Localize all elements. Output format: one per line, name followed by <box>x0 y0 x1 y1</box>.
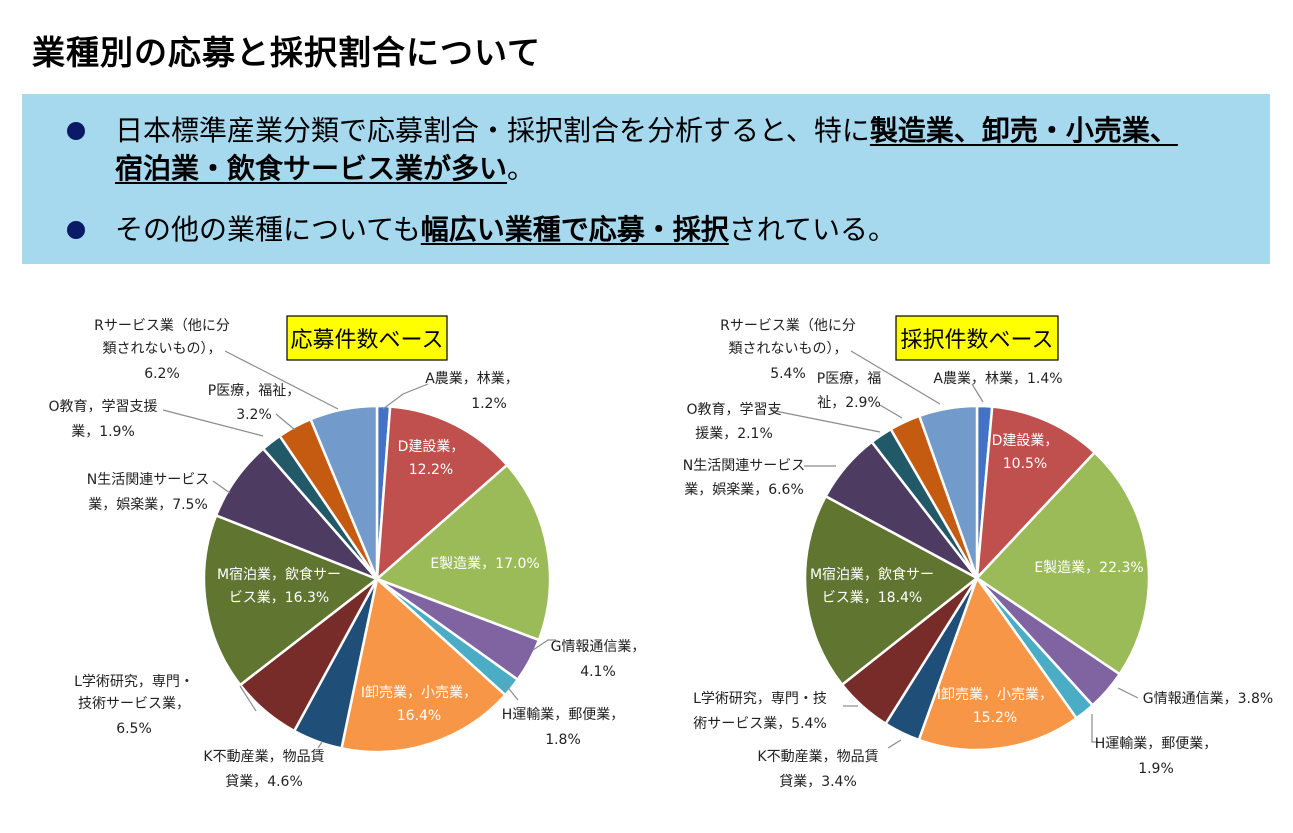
slice-label-H: H運輸業，郵便業， <box>1095 736 1218 752</box>
slice-label-A: 1.2% <box>471 396 507 412</box>
slice-label-A: A農業，林業，1.4% <box>933 371 1062 387</box>
bullet-2-end: されている。 <box>728 213 896 246</box>
pie-slice-M <box>803 494 980 687</box>
leader-line-A <box>382 383 429 410</box>
pie-slice-E <box>374 463 552 642</box>
slice-label-R: Rサービス業（他に分 <box>94 318 230 334</box>
slice-label-L: 6.5% <box>116 721 152 737</box>
pie-slice-R <box>308 404 379 580</box>
bullet-1-emphasis-2: 宿泊業・飲食サービス業が多い <box>115 152 508 185</box>
slice-label-M: M宿泊業，飲食サー <box>217 566 341 583</box>
bullet-2-emphasis: 幅広い業種で応募・採択 <box>420 213 729 246</box>
slice-label-G: 4.1% <box>580 664 616 680</box>
leader-line-G <box>532 639 556 651</box>
page-title: 業種別の応募と採択割合について <box>32 33 542 72</box>
base-label-box <box>286 315 448 361</box>
slice-label-N: N生活関連サービス <box>87 472 209 488</box>
slice-label-L: L学術研究，専門・ <box>74 674 194 690</box>
leader-line-H <box>504 683 519 701</box>
base-label-box <box>895 315 1059 361</box>
slice-label-L: 技術サービス業， <box>78 696 190 712</box>
bullet-2-text: その他の業種についても <box>115 213 421 246</box>
slice-label-P: P医療，福祉， <box>208 382 300 399</box>
slice-label-D: 10.5% <box>1003 456 1047 472</box>
bullet-dot-icon <box>67 221 85 239</box>
slice-label-P: 祉，2.9% <box>817 395 881 411</box>
slice-label-M: ビス業，16.3% <box>229 590 329 606</box>
leader-line-O <box>162 409 264 437</box>
slice-label-D: D建設業， <box>398 439 465 455</box>
leader-line-N <box>212 480 231 494</box>
slice-label-R: 5.4% <box>770 366 806 382</box>
leader-line-K <box>887 739 902 749</box>
pie-chart-2: 採択件数ベース A農業，林業，1.4% D建設業， 10.5% E製造業，22.3% G情… <box>683 315 1273 790</box>
slice-label-D: D建設業， <box>992 433 1059 449</box>
slice-label-M: M宿泊業，飲食サー <box>810 566 934 583</box>
leader-line-K <box>317 741 323 749</box>
leader-line-R <box>850 350 941 405</box>
summary-box: 日本標準産業分類で応募割合・採択割合を分析すると、特に製造業、卸売・小売業、宿泊… <box>22 94 1270 264</box>
slice-label-D: 12.2% <box>409 462 453 478</box>
slice-label-K: 貸業，3.4% <box>779 774 857 790</box>
leader-line-P <box>879 404 903 419</box>
bullet-1-text: 日本標準産業分類で応募割合・採択割合を分析すると、特に <box>115 114 870 147</box>
slice-label-I: I卸売業，小売業， <box>937 687 1053 703</box>
chart-title: 採択件数ベース <box>901 328 1054 353</box>
slice-label-H: H運輸業，郵便業， <box>502 707 625 723</box>
pie-slice-I <box>917 575 1079 752</box>
slice-label-N: 業，娯楽業，6.6% <box>684 482 804 498</box>
slice-label-K: K不動産業，物品賃 <box>757 749 878 765</box>
slice-label-H: 1.9% <box>1138 761 1174 777</box>
slice-label-O: 援業，2.1% <box>695 426 773 442</box>
slice-label-E: E製造業，17.0% <box>430 556 539 572</box>
slice-label-M: ビス業，18.4% <box>822 590 922 606</box>
slice-label-E: E製造業，22.3% <box>1034 560 1143 576</box>
slice-label-R: Rサービス業（他に分 <box>720 318 856 334</box>
pie-slice-R <box>917 404 979 579</box>
slice-label-I: I卸売業，小売業， <box>361 685 477 701</box>
slice-label-R: 類されないもの）， <box>103 341 222 357</box>
slice-label-G: G情報通信業， <box>551 639 646 655</box>
slice-label-L: 術サービス業，5.4% <box>693 716 827 732</box>
pie-slice-D <box>375 405 509 582</box>
bullet-dot-icon <box>67 122 85 140</box>
slice-label-K: K不動産業，物品賃 <box>203 749 324 765</box>
leader-line-L <box>239 685 257 712</box>
pie-slice-E <box>975 450 1151 676</box>
slice-label-I: 15.2% <box>973 710 1017 726</box>
slice-label-N: N生活関連サービス <box>683 458 805 474</box>
slice-label-O: O教育，学習支援 <box>48 399 157 415</box>
pie-slice-M <box>202 513 380 687</box>
leader-line-P <box>275 413 296 431</box>
pie-slice-D <box>975 405 1097 582</box>
slice-label-R: 類されないもの）， <box>729 341 848 357</box>
slice-label-G: G情報通信業，3.8% <box>1143 691 1273 707</box>
slice-label-O: O教育，学習支 <box>686 402 781 418</box>
bullet-1-emphasis-1: 製造業、卸売・小売業、 <box>869 114 1178 147</box>
pie-slice-I <box>340 576 508 754</box>
slice-label-R: 6.2% <box>144 366 180 382</box>
slice-label-A: A農業，林業， <box>425 371 519 387</box>
slice-label-H: 1.8% <box>545 732 581 748</box>
slice-label-N: 業，娯楽業，7.5% <box>88 497 208 513</box>
pie-chart-1: 応募件数ベース A農業，林業， 1.2% D建設業， 12.2% E製造業，17.0% G情… <box>48 315 646 790</box>
leader-line-A <box>971 383 984 403</box>
bullet-1-end: 。 <box>507 152 536 185</box>
slice-label-P: P医療，福 <box>817 370 881 387</box>
slice-label-I: 16.4% <box>397 708 441 724</box>
slice-label-P: 3.2% <box>236 407 272 423</box>
chart-title: 応募件数ベース <box>291 328 444 353</box>
slice-label-O: 業，1.9% <box>71 424 135 440</box>
leader-line-G <box>1117 687 1139 699</box>
slice-label-L: L学術研究，専門・技 <box>693 691 827 707</box>
leader-line-R <box>224 350 339 410</box>
slice-label-K: 貸業，4.6% <box>225 774 303 790</box>
leader-line-O <box>769 409 881 433</box>
leader-line-H <box>1091 714 1098 743</box>
